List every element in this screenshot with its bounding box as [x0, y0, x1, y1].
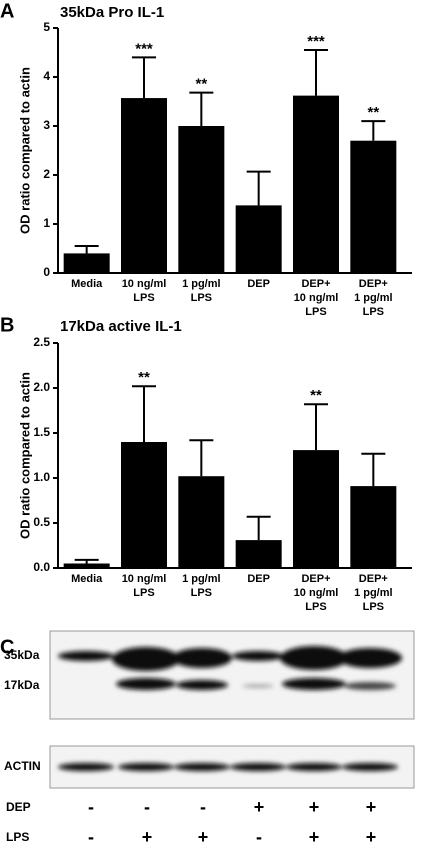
x-tick-label: 1 pg/ml [182, 573, 221, 585]
y-tick-label: 2.0 [33, 380, 50, 394]
treatment-sign: - [256, 827, 262, 846]
y-tick-label: 1.5 [33, 425, 50, 439]
bar [63, 563, 110, 568]
bar [350, 140, 397, 273]
bar [350, 486, 397, 568]
chart-title: 35kDa Pro IL-1 [60, 4, 164, 21]
treatment-sign: - [88, 797, 94, 817]
x-tick-label: LPS [133, 292, 154, 304]
significance: ** [367, 104, 379, 121]
x-tick-label: LPS [363, 601, 384, 613]
treatment-sign: - [144, 797, 150, 817]
treatment-sign: - [200, 797, 206, 817]
x-tick-label: LPS [191, 292, 212, 304]
band-label: 35kDa [4, 648, 40, 662]
x-tick-label: LPS [305, 306, 326, 318]
western-blot: C 35kDa 17kDa ACTIN [0, 630, 415, 789]
x-tick-label: DEP [247, 573, 270, 585]
bar [63, 253, 110, 273]
y-axis-label: OD ratio compared to actin [17, 372, 32, 539]
y-tick-label: 0.0 [33, 560, 50, 574]
x-tick-label: LPS [133, 587, 154, 599]
significance: ** [195, 76, 207, 93]
significance: ** [310, 387, 322, 404]
y-tick-label: 0 [43, 265, 50, 279]
band-label: ACTIN [4, 759, 41, 773]
y-tick-label: 1.0 [33, 470, 50, 484]
x-tick-label: 10 ng/ml [122, 573, 167, 585]
treatment-label: LPS [6, 830, 29, 844]
bar [293, 450, 339, 568]
bar [121, 98, 167, 273]
y-axis-label: OD ratio compared to actin [17, 67, 32, 234]
y-tick-label: 2.5 [33, 335, 50, 349]
bar [121, 442, 167, 568]
band-label: 17kDa [4, 678, 40, 692]
treatment-sign: + [366, 827, 377, 846]
bar [235, 205, 282, 273]
x-tick-label: LPS [305, 601, 326, 613]
x-tick-label: DEP [247, 278, 270, 290]
x-tick-label: DEP+ [359, 278, 388, 290]
y-tick-label: 0.5 [33, 515, 50, 529]
x-tick-label: DEP+ [359, 573, 388, 585]
significance: *** [307, 33, 325, 50]
x-tick-label: Media [71, 573, 103, 585]
x-tick-label: LPS [363, 306, 384, 318]
x-tick-label: DEP+ [301, 573, 330, 585]
x-tick-label: 1 pg/ml [354, 587, 393, 599]
bar [235, 540, 282, 568]
panel-letter: C [0, 636, 14, 658]
x-tick-label: 10 ng/ml [294, 587, 339, 599]
bands [58, 646, 402, 771]
chart-title: 17kDa active IL-1 [60, 318, 182, 335]
treatment-sign: + [254, 797, 265, 817]
x-tick-label: 1 pg/ml [354, 292, 393, 304]
blot-membrane [49, 630, 415, 720]
bar [178, 476, 225, 568]
panel-letter: A [0, 0, 14, 22]
x-tick-label: 10 ng/ml [294, 292, 339, 304]
y-tick-label: 2 [43, 167, 50, 181]
bar [293, 95, 339, 274]
y-tick-label: 5 [43, 20, 50, 34]
significance: ** [138, 369, 150, 386]
treatment-sign: + [366, 797, 377, 817]
x-tick-label: LPS [191, 587, 212, 599]
treatment-sign: - [88, 827, 94, 846]
treatment-sign: + [309, 797, 320, 817]
treatment-sign: + [198, 827, 209, 846]
significance: *** [135, 40, 153, 57]
treatment-label: DEP [6, 800, 31, 814]
y-tick-label: 4 [43, 69, 50, 83]
x-tick-label: Media [71, 278, 103, 290]
treatment-sign: + [142, 827, 153, 846]
x-tick-label: 10 ng/ml [122, 278, 167, 290]
treatment-sign: + [309, 827, 320, 846]
panel-letter: B [0, 314, 14, 336]
x-tick-label: 1 pg/ml [182, 278, 221, 290]
bar [178, 126, 225, 273]
x-tick-label: DEP+ [301, 278, 330, 290]
y-tick-label: 3 [43, 118, 50, 132]
y-tick-label: 1 [43, 216, 50, 230]
